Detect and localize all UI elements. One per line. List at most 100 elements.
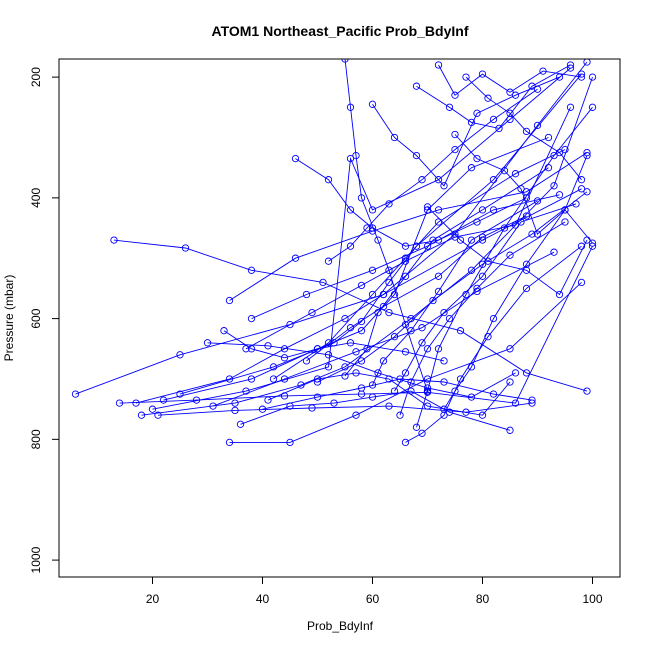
x-tick-label: 80: [476, 592, 490, 606]
data-point: [506, 88, 514, 96]
data-point: [511, 170, 520, 178]
data-point: [517, 218, 525, 226]
data-point: [137, 411, 146, 419]
series-line-31: [207, 342, 516, 398]
y-tick-label: 600: [29, 308, 43, 328]
data-point: [489, 176, 498, 184]
data-point: [506, 109, 514, 117]
data-point: [192, 396, 201, 404]
data-point: [374, 308, 382, 317]
data-point: [352, 151, 360, 160]
data-point: [544, 133, 553, 142]
series-line-9: [229, 152, 588, 301]
series-line-1: [113, 239, 588, 392]
data-point: [264, 396, 272, 404]
data-point: [517, 185, 525, 193]
data-point: [555, 148, 564, 157]
data-point: [577, 73, 586, 81]
data-point: [577, 278, 586, 287]
data-point: [423, 345, 432, 353]
data-point: [484, 94, 492, 102]
data-point: [247, 266, 256, 274]
data-point: [539, 67, 547, 75]
data-point: [374, 236, 382, 244]
series-line-33: [427, 206, 588, 296]
series-line-15: [273, 149, 566, 380]
data-point: [401, 348, 410, 356]
data-point: [357, 384, 366, 392]
data-point: [379, 357, 388, 365]
data-point: [247, 375, 256, 383]
data-point: [418, 324, 426, 332]
data-point: [385, 308, 393, 317]
data-point: [302, 357, 311, 365]
data-point: [566, 64, 575, 72]
data-point: [489, 390, 498, 398]
series-line-17: [317, 191, 588, 383]
data-point: [390, 133, 399, 142]
data-point: [478, 411, 487, 419]
data-point: [363, 224, 371, 232]
series-line-29: [262, 378, 533, 410]
data-point: [308, 308, 316, 317]
chart-title: ATOM1 Northeast_Pacific Prob_BdyInf: [212, 23, 469, 39]
data-point: [550, 248, 558, 256]
series-line-19: [372, 200, 538, 386]
data-point: [330, 399, 338, 407]
data-point: [533, 230, 542, 238]
series-line-30: [267, 372, 511, 416]
data-point: [522, 266, 531, 274]
data-point: [429, 296, 437, 305]
data-point: [368, 266, 377, 274]
data-point: [247, 314, 256, 323]
series-line-28: [240, 390, 511, 431]
data-point: [566, 103, 575, 111]
data-point: [368, 393, 377, 401]
data-point: [588, 239, 597, 247]
data-point: [445, 314, 454, 323]
data-point: [478, 70, 487, 78]
data-point: [462, 73, 470, 81]
data-point: [583, 387, 591, 395]
data-point: [324, 351, 333, 359]
data-point: [555, 73, 564, 81]
data-point: [423, 242, 432, 250]
data-point: [181, 244, 190, 252]
data-point: [242, 387, 250, 395]
data-point: [346, 242, 355, 250]
series-line-4: [152, 67, 571, 410]
data-point: [561, 218, 569, 226]
data-point: [583, 59, 591, 66]
data-point: [583, 151, 591, 160]
data-point: [231, 399, 239, 407]
x-axis: 20 40 60 80 100: [146, 576, 603, 606]
data-point: [506, 426, 514, 434]
data-point: [368, 100, 377, 108]
data-point: [456, 236, 465, 244]
data-point: [324, 257, 333, 265]
data-point: [401, 272, 410, 280]
data-point: [440, 357, 448, 365]
data-point: [555, 191, 564, 199]
series-line-34: [454, 134, 593, 244]
data-point: [522, 284, 531, 293]
data-point: [440, 182, 448, 190]
data-point: [434, 236, 443, 244]
data-point: [473, 218, 481, 226]
series-line-12: [212, 251, 555, 407]
data-point: [566, 61, 575, 69]
data-point: [445, 103, 454, 111]
data-point: [401, 320, 410, 329]
data-point: [478, 272, 487, 280]
data-point: [434, 206, 443, 214]
data-point: [495, 124, 503, 133]
data-point: [346, 324, 355, 332]
series-line-6: [163, 137, 549, 401]
x-tick-label: 100: [582, 592, 602, 606]
data-point: [467, 363, 476, 371]
data-point: [528, 396, 536, 404]
data-point: [154, 411, 162, 419]
data-point: [280, 354, 289, 362]
data-point: [247, 345, 256, 353]
data-point: [451, 233, 459, 241]
